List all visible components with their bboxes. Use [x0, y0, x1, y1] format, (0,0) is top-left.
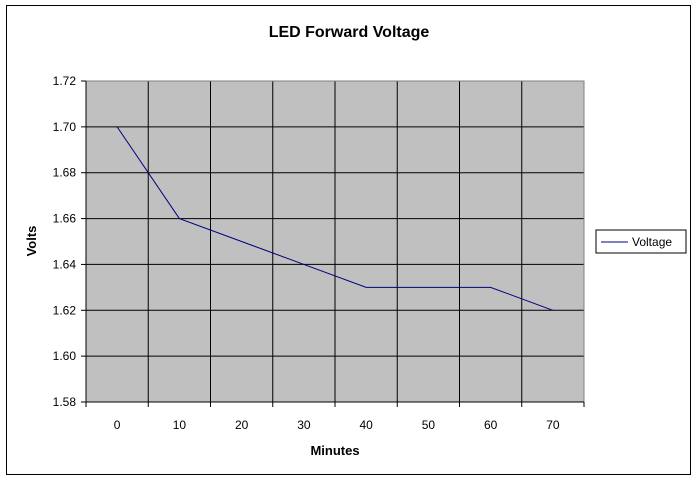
y-tick-label: 1.60: [53, 349, 77, 363]
x-tick-label: 30: [297, 418, 311, 432]
x-tick-label: 0: [114, 418, 121, 432]
y-axis: 1.58 1.60 1.62 1.64 1.66 1.68 1.70 1.72: [53, 74, 87, 409]
x-tick-label: 50: [422, 418, 436, 432]
legend: Voltage: [595, 229, 687, 254]
x-tick-label: 70: [546, 418, 560, 432]
y-tick-label: 1.62: [53, 303, 77, 317]
x-tick-label: 60: [484, 418, 498, 432]
chart-title: LED Forward Voltage: [269, 24, 430, 41]
legend-box: [595, 229, 687, 254]
y-tick-label: 1.70: [53, 120, 77, 134]
legend-label-voltage: Voltage: [632, 235, 672, 249]
x-tick-label: 40: [359, 418, 373, 432]
series-line: [116, 126, 554, 311]
x-axis-title: Minutes: [310, 443, 359, 458]
y-tick-label: 1.66: [53, 212, 77, 226]
y-tick-label: 1.64: [53, 257, 77, 271]
y-tick-label: 1.72: [53, 74, 77, 88]
x-tick-label: 10: [173, 418, 187, 432]
x-axis: 0 10 20 30 40 50 60 70: [85, 401, 585, 432]
y-axis-title: Volts: [24, 226, 39, 257]
y-tick-label: 1.68: [53, 166, 77, 180]
y-tick-label: 1.58: [53, 395, 77, 409]
series-voltage: [116, 126, 554, 311]
x-tick-label: 20: [235, 418, 249, 432]
